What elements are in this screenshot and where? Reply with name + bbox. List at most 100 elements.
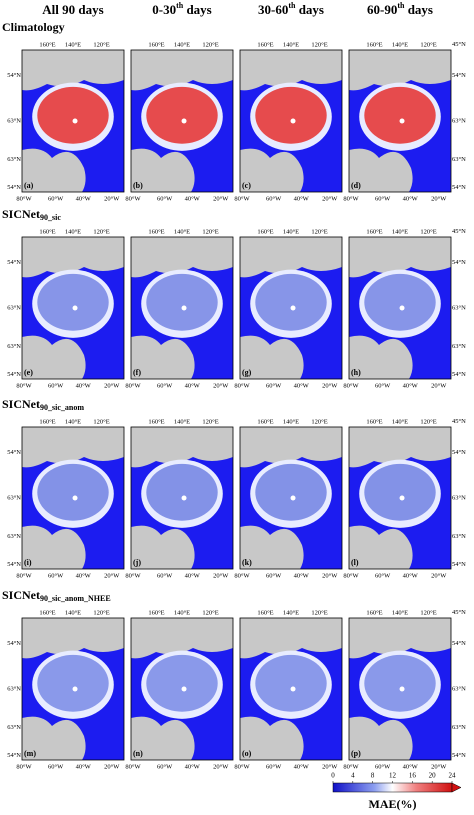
lon-label: 120°E [93, 609, 109, 616]
sea-ice-error [255, 273, 327, 331]
column-header: 60-90th days [367, 1, 433, 17]
lon-label: 80°W [234, 382, 250, 389]
map-panel [130, 49, 234, 193]
lon-label: 120°E [420, 41, 436, 48]
panel-frame [348, 236, 452, 380]
sea-ice-error [255, 654, 327, 712]
lat-label: 54°N [7, 259, 21, 266]
lon-label: 140°E [392, 609, 408, 616]
lon-label: 160°E [366, 228, 382, 235]
colorbar-tick-label: 4 [351, 772, 355, 780]
lat-label: 63°N [452, 117, 466, 124]
panel-label: (d) [351, 181, 361, 190]
lon-label: 120°E [420, 418, 436, 425]
panel-frame [130, 617, 234, 761]
lon-label: 80°W [343, 572, 359, 579]
pole-hole [399, 118, 405, 124]
panel-label: (k) [242, 558, 252, 567]
lon-label: 140°E [392, 418, 408, 425]
lon-label: 160°E [39, 41, 55, 48]
land [22, 237, 124, 278]
lat-label: 45°N [452, 418, 466, 425]
header-sup: th [288, 1, 296, 10]
map-panel [239, 236, 343, 380]
lon-label: 60°W [48, 572, 64, 579]
map-panel [130, 617, 234, 761]
lat-label: 54°N [7, 72, 21, 79]
sea-ice-error [146, 273, 218, 331]
map-panel [239, 617, 343, 761]
lon-label: 140°E [65, 41, 81, 48]
row-label-text: SICNet [2, 397, 40, 411]
panel-label: (b) [133, 181, 143, 190]
lon-label: 60°W [266, 763, 282, 770]
sea-ice-error [255, 463, 327, 521]
lon-label: 40°W [294, 195, 310, 202]
map-panel [348, 236, 452, 380]
land [349, 716, 413, 760]
land [22, 427, 124, 468]
land [240, 427, 342, 468]
land [349, 50, 451, 91]
colorbar-tick-label: 0 [331, 772, 335, 780]
lon-label: 20°W [431, 572, 447, 579]
lon-label: 120°E [420, 609, 436, 616]
lon-label: 140°E [174, 418, 190, 425]
panel-label: (n) [133, 749, 143, 758]
header-text: days [295, 2, 324, 17]
lon-label: 120°E [311, 41, 327, 48]
lon-label: 140°E [65, 418, 81, 425]
land [131, 335, 195, 379]
lat-label: 45°N [452, 41, 466, 48]
panel-frame [239, 426, 343, 570]
lon-label: 20°W [322, 382, 338, 389]
land [131, 525, 195, 569]
lat-label: 63°N [452, 533, 466, 540]
colorbar [332, 782, 453, 793]
lon-label: 160°E [39, 609, 55, 616]
lon-label: 80°W [125, 763, 141, 770]
lon-label: 40°W [76, 572, 92, 579]
pole-hole [399, 305, 405, 311]
sea-ice-error [37, 463, 109, 521]
pole-hole [290, 118, 296, 124]
lat-label: 54°N [7, 640, 21, 647]
lon-label: 20°W [431, 763, 447, 770]
colorbar-label: MAE(%) [369, 797, 417, 811]
map-panel [348, 49, 452, 193]
land [240, 335, 304, 379]
row-label: SICNet90_sic_anom [2, 397, 84, 412]
lon-label: 20°W [213, 763, 229, 770]
lon-label: 160°E [148, 418, 164, 425]
lon-label: 40°W [403, 382, 419, 389]
lon-label: 40°W [403, 572, 419, 579]
lon-label: 140°E [65, 228, 81, 235]
panel-label: (f) [133, 368, 141, 377]
lon-label: 120°E [311, 609, 327, 616]
lon-label: 160°E [39, 418, 55, 425]
lat-label: 54°N [452, 752, 466, 759]
sea-ice-error [146, 654, 218, 712]
lat-label: 63°N [7, 304, 21, 311]
pole-hole [181, 305, 187, 311]
lon-label: 80°W [234, 195, 250, 202]
land [131, 50, 233, 91]
land [240, 716, 304, 760]
lat-label: 45°N [452, 609, 466, 616]
row-label: SICNet90_sic_anom_NHEE [2, 588, 111, 603]
map-panel [130, 236, 234, 380]
lat-label: 54°N [452, 371, 466, 378]
panel-label: (e) [24, 368, 33, 377]
sea-ice-error [37, 86, 109, 144]
lon-label: 20°W [104, 382, 120, 389]
lon-label: 20°W [431, 382, 447, 389]
lon-label: 120°E [202, 41, 218, 48]
lon-label: 160°E [366, 418, 382, 425]
land [22, 525, 86, 569]
panel-frame [239, 617, 343, 761]
land [240, 525, 304, 569]
panel-frame [21, 49, 125, 193]
lon-label: 40°W [185, 763, 201, 770]
header-text: days [404, 2, 433, 17]
pole-hole [399, 495, 405, 501]
